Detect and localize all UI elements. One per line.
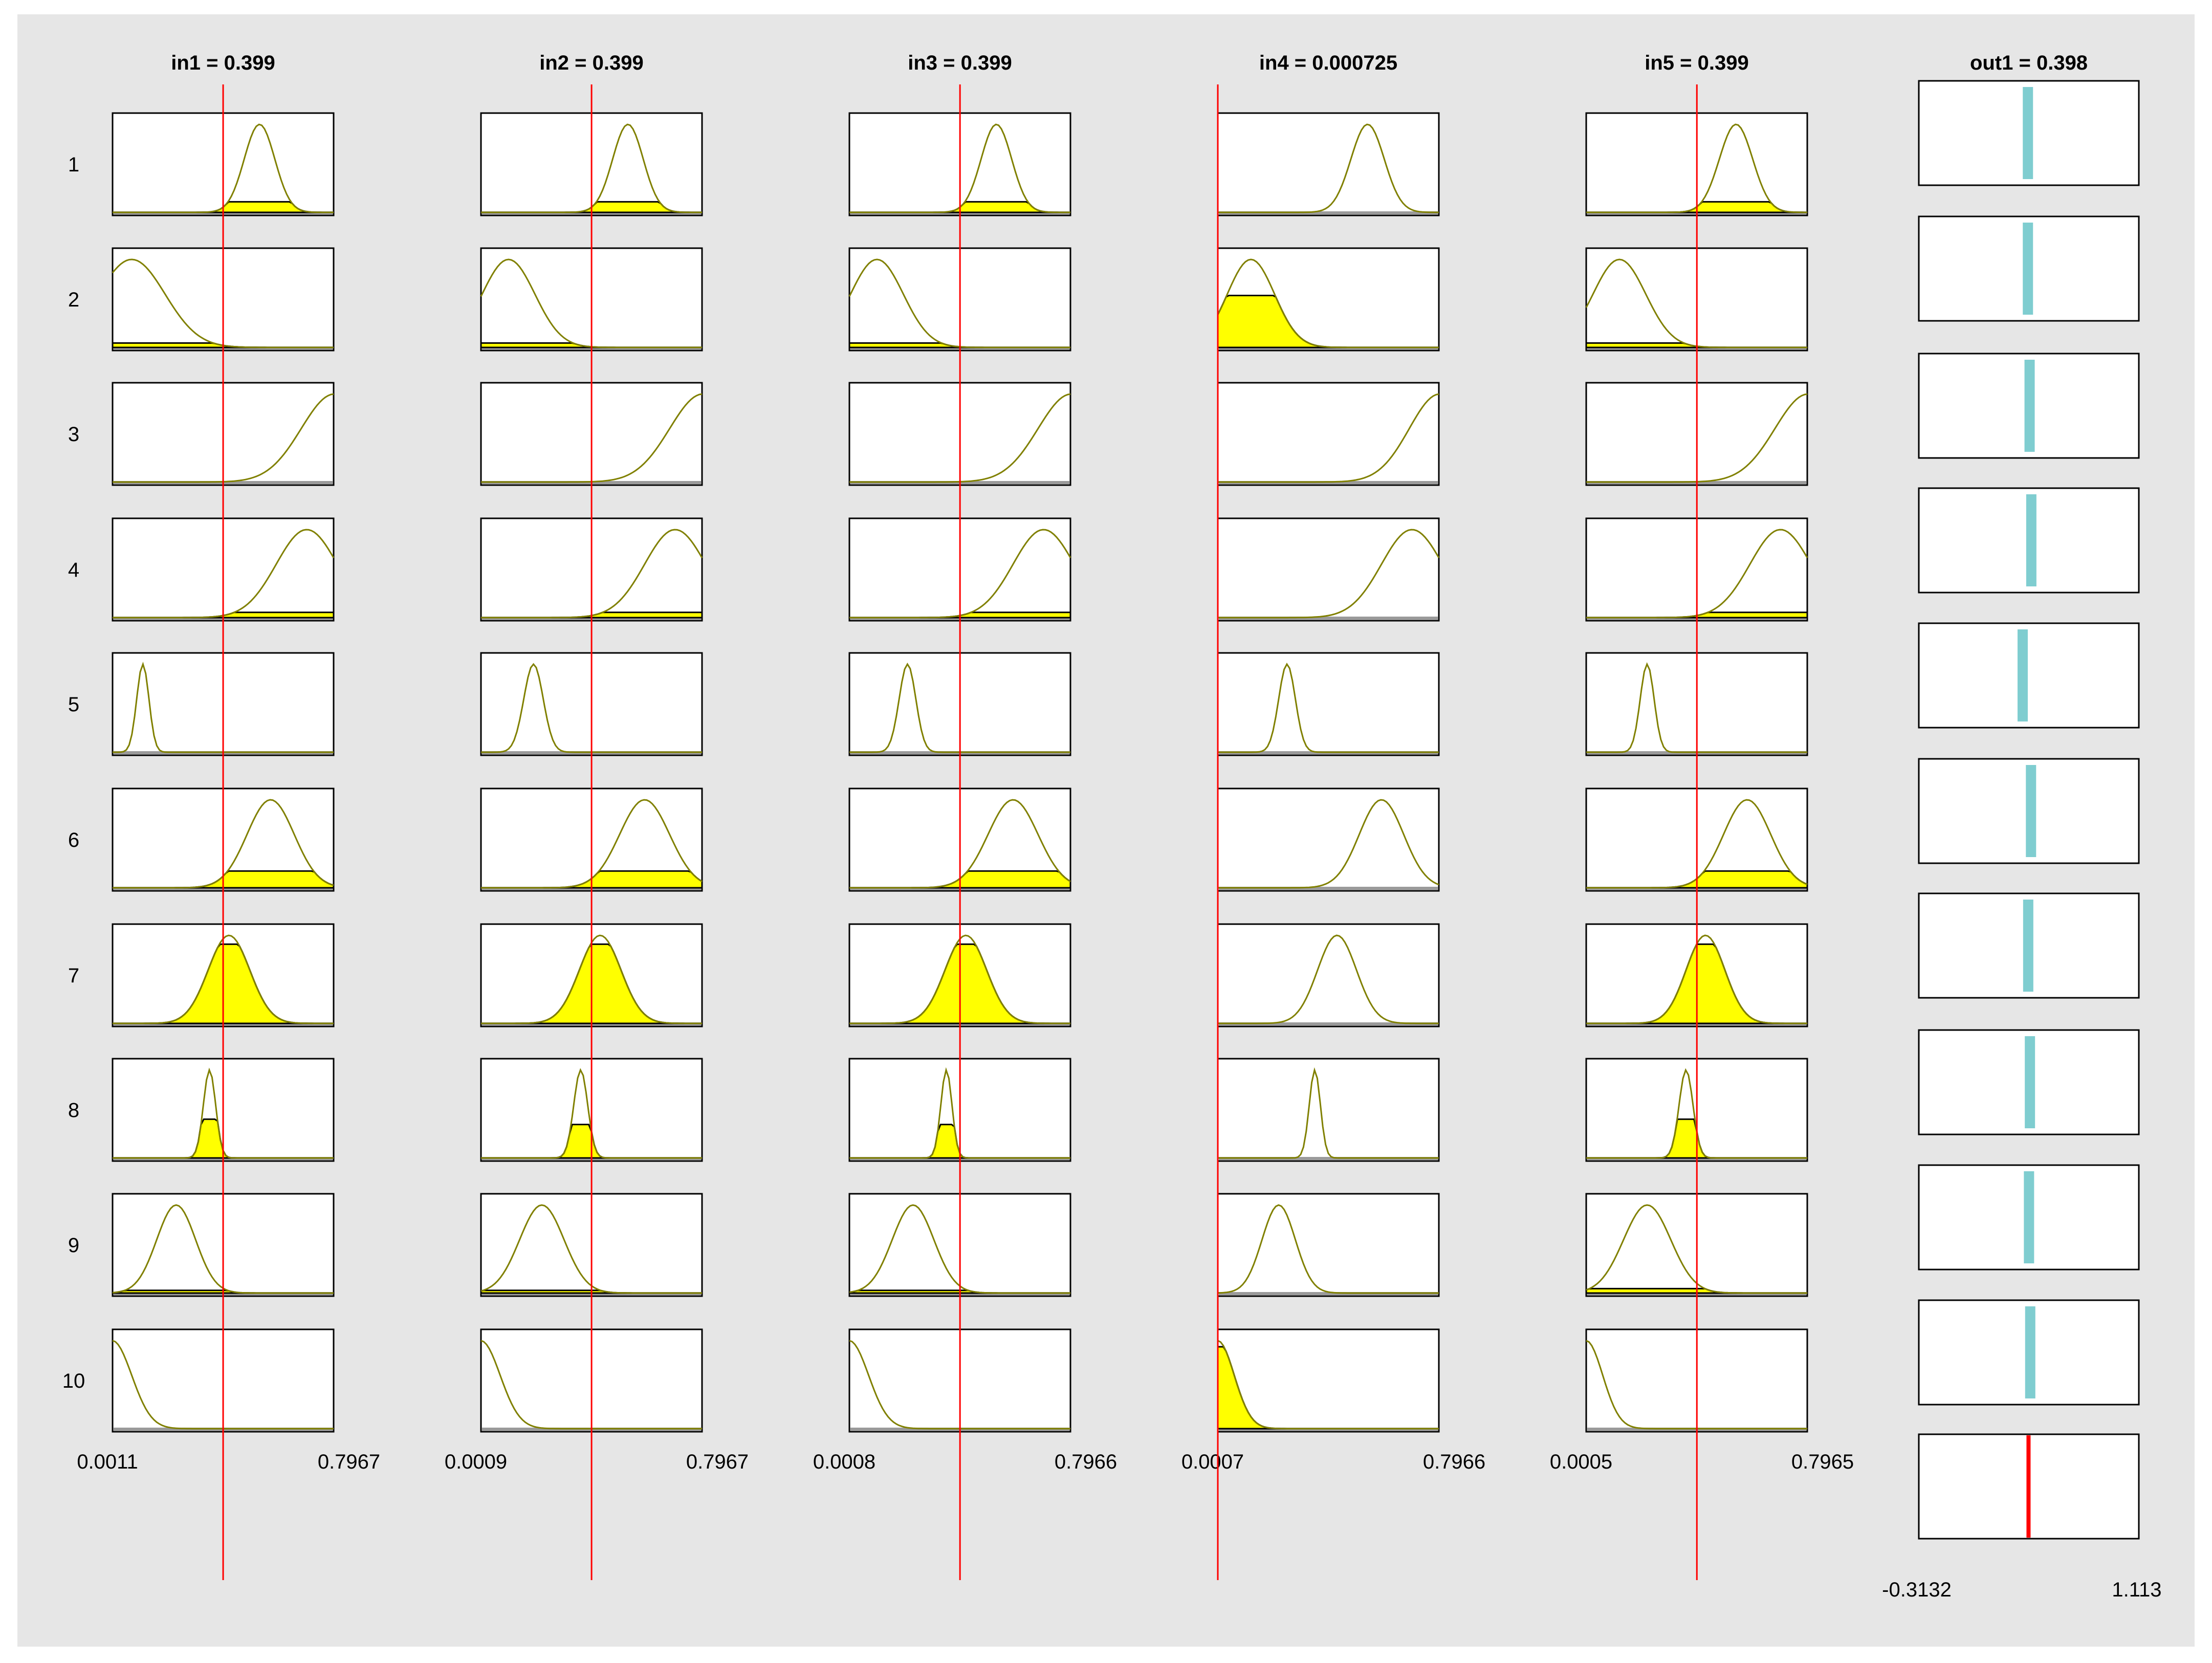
mf-panel xyxy=(1217,652,1440,756)
mf-panel xyxy=(1217,1328,1440,1433)
mf-panel xyxy=(1217,247,1440,352)
output-panel xyxy=(1918,1029,2140,1135)
mf-panel xyxy=(1217,382,1440,486)
range-min-label: 0.0009 xyxy=(445,1451,507,1473)
output-range-min-label: -0.3132 xyxy=(1882,1579,1952,1601)
mf-panel xyxy=(1217,1193,1440,1297)
mf-curve xyxy=(1217,1204,1439,1294)
input-title: in5 = 0.399 xyxy=(1645,52,1748,74)
panel-frame xyxy=(1217,787,1440,892)
range-max-label: 0.7967 xyxy=(686,1451,749,1473)
mf-curve xyxy=(1218,123,1439,213)
input-title: in4 = 0.000725 xyxy=(1259,52,1397,74)
rule-output-bar xyxy=(2025,1036,2035,1128)
rule-label: 8 xyxy=(68,1099,79,1122)
range-max-label: 0.7966 xyxy=(1423,1451,1485,1473)
output-panel xyxy=(1918,80,2140,186)
mf-panel xyxy=(1217,787,1440,892)
mf-curve xyxy=(1218,529,1440,619)
rule-output-bar xyxy=(2024,360,2035,452)
output-panel xyxy=(1918,1299,2140,1406)
range-max-label: 0.7965 xyxy=(1791,1451,1854,1473)
panel-frame xyxy=(1217,112,1440,216)
output-range-max-label: 1.113 xyxy=(2112,1579,2161,1601)
range-min-label: 0.0007 xyxy=(1181,1451,1244,1473)
input-title: in1 = 0.399 xyxy=(171,52,275,74)
rule-label: 5 xyxy=(68,693,79,716)
panel-frame xyxy=(1217,1328,1440,1433)
output-panel xyxy=(1918,487,2140,594)
panel-frame xyxy=(1217,1193,1440,1297)
output-panel xyxy=(1918,1164,2140,1271)
input-title: in3 = 0.399 xyxy=(908,52,1012,74)
rule-label: 6 xyxy=(68,829,79,851)
range-min-label: 0.0005 xyxy=(1550,1451,1612,1473)
panel-frame xyxy=(1217,1058,1440,1162)
mf-panel xyxy=(1217,517,1440,622)
rule-label: 9 xyxy=(68,1234,79,1257)
mf-panel xyxy=(1217,923,1440,1027)
rule-output-bar xyxy=(2023,87,2033,179)
range-max-label: 0.7966 xyxy=(1055,1451,1117,1473)
output-panel xyxy=(1918,622,2140,729)
rule-viewer-figure: in1 = 0.399 in2 = 0.399 in3 = 0.399 in4 = 0… xyxy=(17,14,2195,1647)
rule-viewer-chart: in1 = 0.399 in2 = 0.399 in3 = 0.399 in4 = 0… xyxy=(62,52,2162,1601)
mf-curve xyxy=(1218,799,1439,889)
rule-label: 7 xyxy=(68,965,79,987)
rule-output-bar xyxy=(2023,900,2033,992)
range-max-label: 0.7967 xyxy=(318,1451,380,1473)
mf-panel xyxy=(1217,112,1440,216)
panel-frame xyxy=(1217,652,1440,756)
output-panel xyxy=(1918,892,2140,999)
range-min-label: 0.0008 xyxy=(813,1451,875,1473)
input-title: in2 = 0.399 xyxy=(539,52,643,74)
panel-frame xyxy=(1217,517,1440,622)
output-title: out1 = 0.398 xyxy=(1970,52,2088,74)
output-panel xyxy=(1918,353,2140,459)
panel-frame xyxy=(1918,622,2140,729)
mf-curve xyxy=(1218,1067,1439,1159)
rule-label: 1 xyxy=(68,154,79,176)
aggregate-output-panel xyxy=(1918,1433,2140,1540)
output-panel xyxy=(1918,215,2140,322)
rule-output-bar xyxy=(2026,494,2036,586)
range-min-label: 0.0011 xyxy=(77,1451,138,1473)
mf-curve xyxy=(1218,393,1439,483)
panel-frame xyxy=(1217,923,1440,1027)
rule-output-bar xyxy=(2026,765,2036,857)
panel-frame xyxy=(1217,382,1440,486)
mf-curve xyxy=(1217,1340,1439,1430)
mf-curve xyxy=(1217,258,1439,348)
rule-output-bar xyxy=(2024,1171,2034,1263)
rule-output-bar xyxy=(2023,223,2033,315)
rule-label: 3 xyxy=(68,423,79,446)
rule-output-bar xyxy=(2025,1306,2035,1398)
mf-curve xyxy=(1218,663,1439,753)
mf-curve xyxy=(1218,934,1439,1024)
rule-output-bar xyxy=(2017,629,2028,721)
rule-label: 2 xyxy=(68,289,79,311)
mf-panel xyxy=(1217,1058,1440,1162)
rule-label: 10 xyxy=(62,1370,85,1392)
rule-label: 4 xyxy=(68,559,79,581)
output-panel xyxy=(1918,758,2140,864)
